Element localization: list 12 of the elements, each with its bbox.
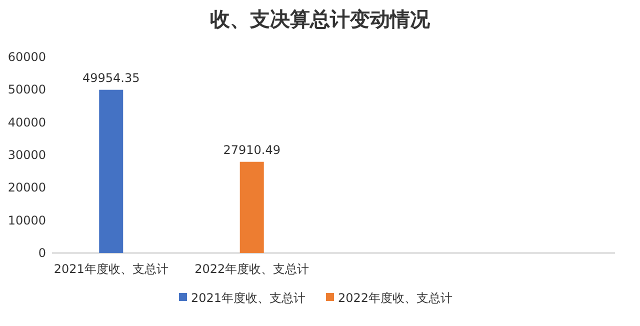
y-tick-label: 50000 bbox=[8, 82, 46, 97]
legend-label: 2022年度收、支总计 bbox=[338, 291, 453, 305]
legend-label: 2021年度收、支总计 bbox=[191, 291, 306, 305]
y-tick-label: 60000 bbox=[8, 50, 46, 64]
data-label: 49954.35 bbox=[82, 70, 140, 85]
y-tick-label: 40000 bbox=[8, 115, 46, 130]
y-tick-label: 0 bbox=[38, 246, 46, 260]
data-label: 27910.49 bbox=[223, 142, 280, 157]
y-tick-label: 30000 bbox=[8, 148, 46, 162]
y-tick-label: 10000 bbox=[8, 213, 46, 228]
chart-title: 收、支决算总计变动情况 bbox=[210, 7, 431, 31]
y-tick-label: 20000 bbox=[8, 180, 46, 195]
